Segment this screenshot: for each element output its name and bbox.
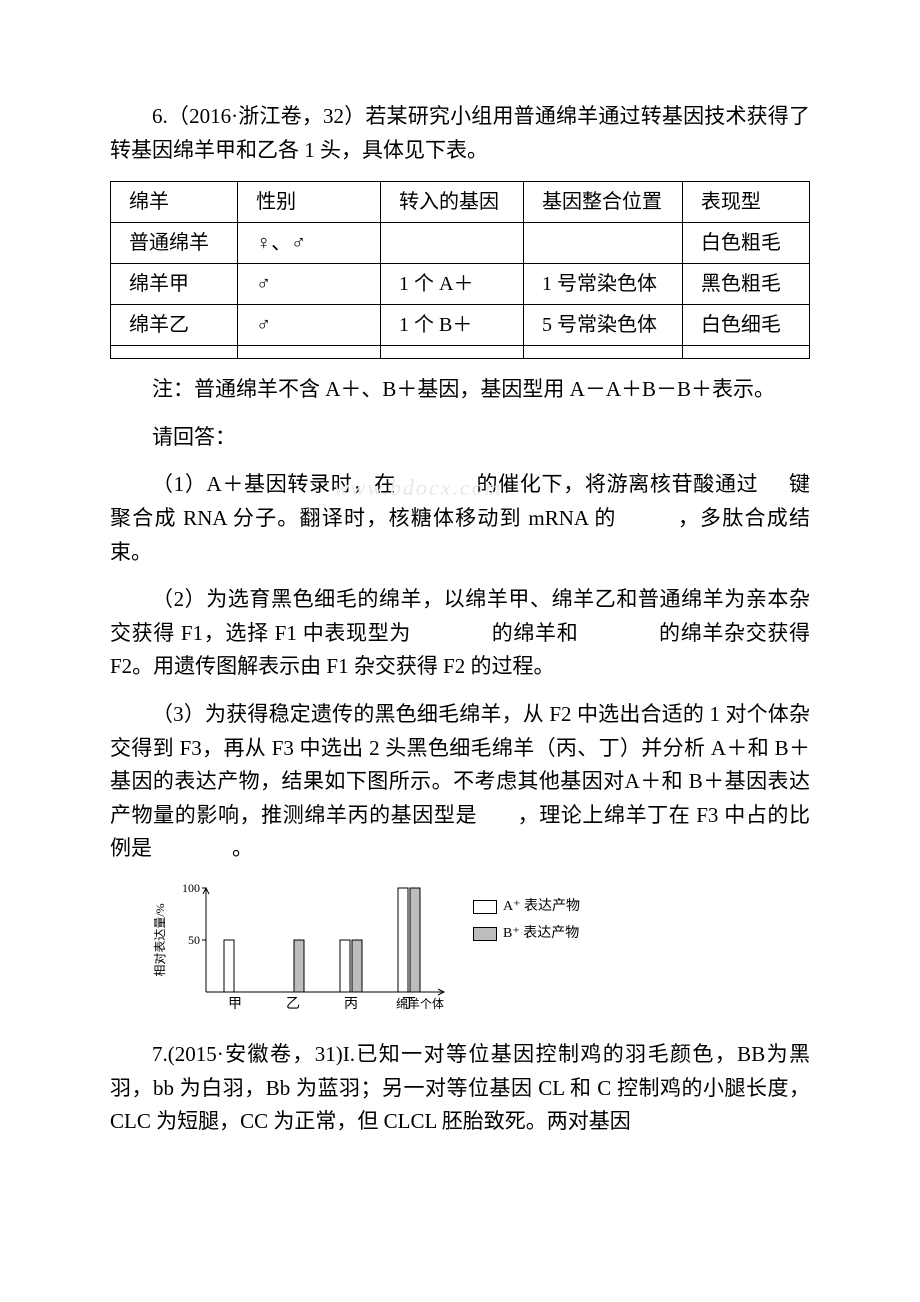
blank bbox=[617, 504, 677, 525]
q6-sub3-c: 。 bbox=[232, 836, 253, 860]
cell: ♂ bbox=[238, 264, 381, 305]
legend-swatch-b bbox=[473, 927, 497, 941]
svg-text:相对表达量/%: 相对表达量/% bbox=[153, 903, 167, 976]
cell bbox=[682, 346, 809, 359]
cell bbox=[524, 346, 683, 359]
q6-sub1: www.bdocx.com （1）A＋基因转录时，在的催化下，将游离核苷酸通过键… bbox=[110, 468, 810, 569]
cell: ♂ bbox=[238, 305, 381, 346]
q6-sub1-a: （1）A＋基因转录时，在 bbox=[152, 472, 396, 496]
th-pos: 基因整合位置 bbox=[524, 182, 683, 223]
legend-label-a: A⁺ 表达产物 bbox=[503, 894, 580, 921]
cell bbox=[381, 223, 524, 264]
cell bbox=[111, 346, 238, 359]
table-header-row: 绵羊 性别 转入的基因 基因整合位置 表现型 bbox=[111, 182, 810, 223]
q6-sub3: （3）为获得稳定遗传的黑色细毛绵羊，从 F2 中选出合适的 1 对个体杂交得到 … bbox=[110, 698, 810, 866]
q7-intro: 7.(2015·安徽卷，31)I.已知一对等位基因控制鸡的羽毛颜色，BB为黑羽，… bbox=[110, 1038, 810, 1139]
cell: ♀、♂ bbox=[238, 223, 381, 264]
table-row: 绵羊甲 ♂ 1 个 A＋ 1 号常染色体 黑色粗毛 bbox=[111, 264, 810, 305]
q6-intro: 6.（2016·浙江卷，32）若某研究小组用普通绵羊通过转基因技术获得了转基因绵… bbox=[110, 100, 810, 167]
th-gene: 转入的基因 bbox=[381, 182, 524, 223]
blank bbox=[758, 470, 788, 491]
table-row: 普通绵羊 ♀、♂ 白色粗毛 bbox=[111, 223, 810, 264]
legend-row: B⁺ 表达产物 bbox=[473, 921, 580, 948]
legend-swatch-a bbox=[473, 900, 497, 914]
blank bbox=[578, 619, 658, 640]
cell: 1 号常染色体 bbox=[524, 264, 683, 305]
svg-text:丙: 丙 bbox=[344, 997, 358, 1012]
chart-svg: 50100相对表达量/%甲乙丙丁绵羊个体 bbox=[150, 880, 450, 1020]
cell bbox=[238, 346, 381, 359]
q6-answer-prompt: 请回答： bbox=[110, 421, 810, 455]
cell: 黑色粗毛 bbox=[682, 264, 809, 305]
q6-sub2-b: 的绵羊和 bbox=[491, 621, 578, 645]
table-row: 绵羊乙 ♂ 1 个 B＋ 5 号常染色体 白色细毛 bbox=[111, 305, 810, 346]
sheep-table: 绵羊 性别 转入的基因 基因整合位置 表现型 普通绵羊 ♀、♂ 白色粗毛 绵羊甲… bbox=[110, 181, 810, 359]
q6-note: 注：普通绵羊不含 A＋、B＋基因，基因型用 A－A＋B－B＋表示。 bbox=[110, 373, 810, 407]
svg-text:乙: 乙 bbox=[286, 996, 300, 1012]
blank bbox=[477, 801, 517, 822]
cell: 白色粗毛 bbox=[682, 223, 809, 264]
chart-legend: A⁺ 表达产物 B⁺ 表达产物 bbox=[473, 894, 580, 947]
expression-chart: 50100相对表达量/%甲乙丙丁绵羊个体 A⁺ 表达产物 B⁺ 表达产物 bbox=[150, 880, 570, 1020]
cell: 绵羊甲 bbox=[111, 264, 238, 305]
cell: 5 号常染色体 bbox=[524, 305, 683, 346]
svg-text:绵羊个体: 绵羊个体 bbox=[396, 996, 444, 1011]
cell: 1 个 A＋ bbox=[381, 264, 524, 305]
blank bbox=[152, 834, 232, 855]
cell: 普通绵羊 bbox=[111, 223, 238, 264]
table-row bbox=[111, 346, 810, 359]
svg-text:50: 50 bbox=[188, 933, 200, 947]
svg-text:100: 100 bbox=[182, 881, 200, 895]
cell: 白色细毛 bbox=[682, 305, 809, 346]
blank bbox=[396, 470, 476, 491]
blank bbox=[411, 619, 491, 640]
q6-sub1-b: 的催化下，将游离核苷酸通过 bbox=[476, 472, 759, 496]
cell bbox=[524, 223, 683, 264]
th-pheno: 表现型 bbox=[682, 182, 809, 223]
svg-text:甲: 甲 bbox=[228, 997, 242, 1012]
cell: 1 个 B＋ bbox=[381, 305, 524, 346]
legend-label-b: B⁺ 表达产物 bbox=[503, 921, 579, 948]
th-sex: 性别 bbox=[238, 182, 381, 223]
th-sheep: 绵羊 bbox=[111, 182, 238, 223]
cell: 绵羊乙 bbox=[111, 305, 238, 346]
legend-row: A⁺ 表达产物 bbox=[473, 894, 580, 921]
cell bbox=[381, 346, 524, 359]
q6-sub2: （2）为选育黑色细毛的绵羊，以绵羊甲、绵羊乙和普通绵羊为亲本杂交获得 F1，选择… bbox=[110, 583, 810, 684]
